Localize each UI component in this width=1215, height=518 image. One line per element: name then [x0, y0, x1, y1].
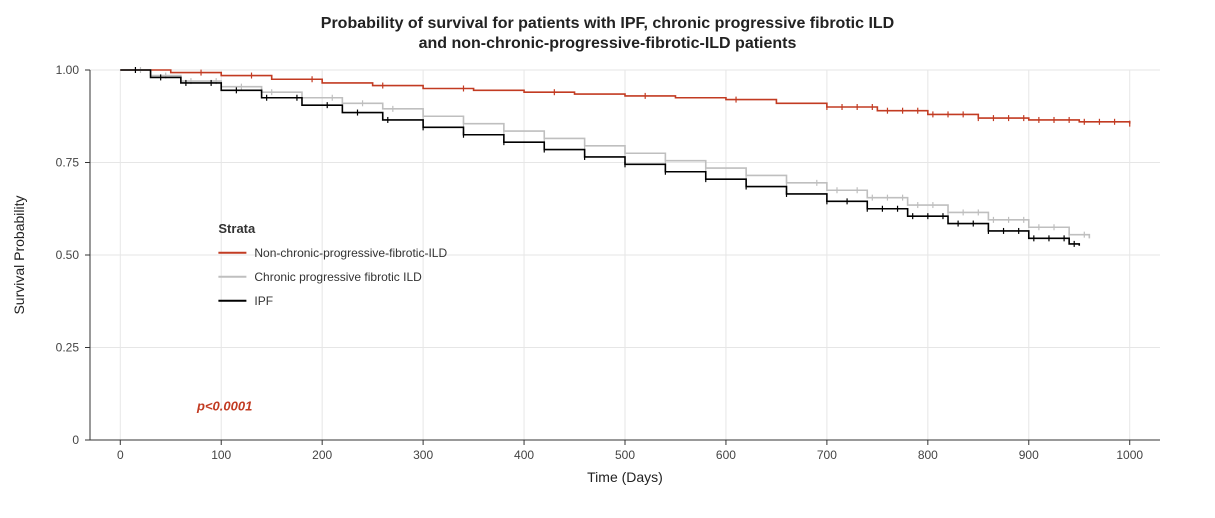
chart-svg: Probability of survival for patients wit… — [0, 0, 1215, 518]
x-tick-label: 400 — [514, 448, 534, 462]
x-axis-label: Time (Days) — [587, 469, 663, 485]
x-tick-label: 800 — [918, 448, 938, 462]
legend-title: Strata — [218, 221, 256, 236]
y-tick-label: 0 — [72, 433, 79, 447]
x-tick-label: 100 — [211, 448, 231, 462]
y-tick-label: 0.50 — [56, 248, 80, 262]
x-tick-label: 1000 — [1116, 448, 1143, 462]
p-value-label: p<0.0001 — [196, 398, 252, 413]
y-tick-label: 0.25 — [56, 341, 80, 355]
y-tick-label: 1.00 — [56, 63, 80, 77]
x-tick-label: 600 — [716, 448, 736, 462]
legend-item-label: Non-chronic-progressive-fibrotic-ILD — [254, 246, 447, 260]
x-tick-label: 700 — [817, 448, 837, 462]
x-tick-label: 300 — [413, 448, 433, 462]
x-tick-label: 500 — [615, 448, 635, 462]
y-tick-label: 0.75 — [56, 156, 80, 170]
survival-chart: Probability of survival for patients wit… — [0, 0, 1215, 518]
x-tick-label: 0 — [117, 448, 124, 462]
chart-title-line2: and non-chronic-progressive-fibrotic-ILD… — [419, 35, 797, 52]
y-axis-label: Survival Probability — [11, 195, 27, 314]
chart-title-line1: Probability of survival for patients wit… — [321, 15, 894, 32]
x-tick-label: 900 — [1019, 448, 1039, 462]
legend-item-label: IPF — [254, 294, 273, 308]
x-tick-label: 200 — [312, 448, 332, 462]
legend-item-label: Chronic progressive fibrotic ILD — [254, 270, 422, 284]
